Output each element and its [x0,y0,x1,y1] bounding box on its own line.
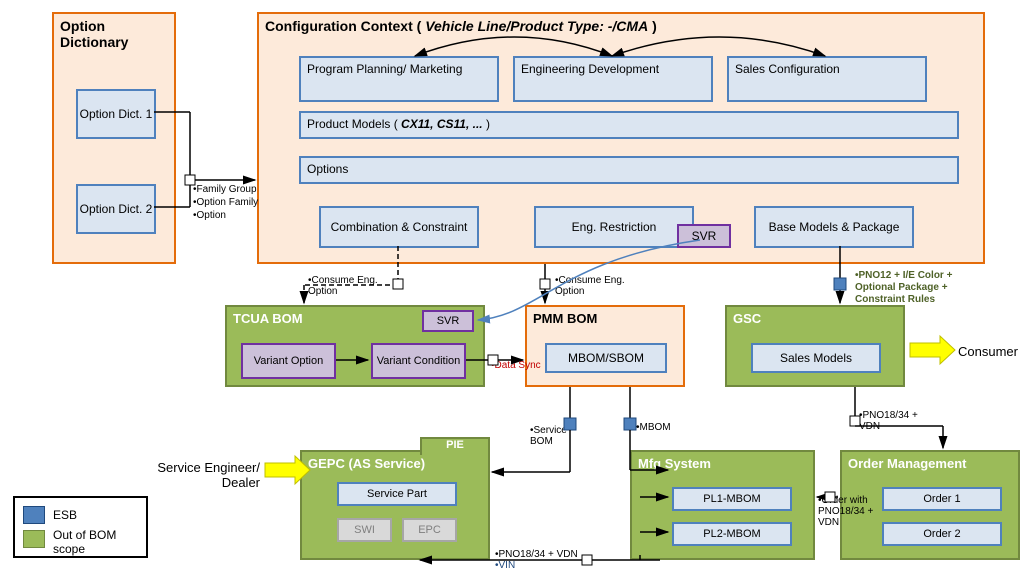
service-part: Service Part [337,482,457,506]
variant-condition-label: Variant Condition [377,355,461,367]
legend-oob-label: Out of BOM scope [53,528,143,556]
base-models-package: Base Models & Package [754,206,914,248]
edge-order-with: •Order with PNO18/34 + VDN [818,495,883,528]
order-2: Order 2 [882,522,1002,546]
cc-title-prefix: Configuration Context ( [265,18,421,34]
phase-sales: Sales Configuration [727,56,927,102]
swi-label: SWI [354,524,375,536]
option-dict-2-label: Option Dict. 2 [80,202,153,216]
gsc: GSC Sales Models [725,305,905,387]
gepc: PIE GEPC (AS Service) Service Part SWI E… [300,450,490,560]
phase-planning: Program Planning/ Marketing [299,56,499,102]
epc-label: EPC [418,524,441,536]
edge-data-sync: •Data Sync [491,360,541,371]
tcua-bom: TCUA BOM SVR Variant Option Variant Cond… [225,305,485,387]
legend-oob-swatch [23,530,45,548]
option-dict-2: Option Dict. 2 [76,184,156,234]
service-engineer-label: Service Engineer/ Dealer [150,460,260,490]
edge-pno18-vin: •PNO18/34 + VDN [495,549,578,560]
eng-restriction-label: Eng. Restriction [572,220,657,234]
phase-planning-label: Program Planning/ Marketing [307,62,462,76]
pl2-mbom: PL2-MBOM [672,522,792,546]
pmm-title: PMM BOM [527,307,683,330]
cc-title-suffix: ) [652,18,657,34]
edge-consume-eng-r: •Consume Eng. Option [555,275,635,297]
pl1-mbom-label: PL1-MBOM [703,493,760,505]
sales-models: Sales Models [751,343,881,373]
svr-box: SVR [677,224,731,248]
svr-label: SVR [692,229,717,243]
cc-title-italic: Vehicle Line/Product Type: -/CMA [425,18,648,34]
sales-models-label: Sales Models [780,351,852,365]
configuration-context: Configuration Context ( Vehicle Line/Pro… [257,12,985,264]
edge-pno18-vdn: •PNO18/34 + VDN [859,410,929,432]
mfg-system: Mfg System PL1-MBOM PL2-MBOM [630,450,815,560]
option-dictionary-title: Option Dictionary [54,14,174,54]
legend-esb-swatch [23,506,45,524]
mbom-sbom: MBOM/SBOM [545,343,667,373]
variant-option-label: Variant Option [254,355,324,367]
product-models-suffix: ) [486,117,490,131]
product-models-italic: CX11, CS11, ... [401,117,483,131]
variant-option: Variant Option [241,343,336,379]
edge-consume-eng-l: •Consume Eng. Option [308,275,388,297]
pie-label: PIE [422,439,488,451]
product-models-prefix: Product Models ( [307,117,398,131]
od-out-1: •Option Family [193,197,258,208]
options-bar-label: Options [307,162,348,176]
swi: SWI [337,518,392,542]
gepc-title: GEPC (AS Service) [302,452,488,475]
option-dictionary: Option Dictionary Option Dict. 1 Option … [52,12,176,264]
option-dict-1-label: Option Dict. 1 [80,107,153,121]
od-out-0: •Family Group [193,184,257,195]
pie-tab: PIE [420,437,490,455]
edge-service-bom: •Service BOM [530,425,580,447]
variant-condition: Variant Condition [371,343,466,379]
pl1-mbom: PL1-MBOM [672,487,792,511]
gsc-title: GSC [727,307,903,330]
base-models-label: Base Models & Package [769,220,900,234]
order-1-label: Order 1 [923,493,960,505]
consumer-label: Consumer [958,344,1018,359]
pmm-bom: PMM BOM MBOM/SBOM [525,305,685,387]
combo-constraint-label: Combination & Constraint [331,220,468,234]
tcua-svr: SVR [422,310,474,332]
option-dict-1: Option Dict. 1 [76,89,156,139]
epc: EPC [402,518,457,542]
od-out-2: •Option [193,210,226,221]
options-bar: Options [299,156,959,184]
edge-mbom: •MBOM [636,422,671,433]
phase-eng-label: Engineering Development [521,62,659,76]
phase-eng: Engineering Development [513,56,713,102]
legend: ESB Out of BOM scope [13,496,148,558]
order-1: Order 1 [882,487,1002,511]
legend-esb-label: ESB [53,508,77,522]
order-mgmt-title: Order Management [842,452,1018,475]
order-2-label: Order 2 [923,528,960,540]
product-models: Product Models ( CX11, CS11, ... ) [299,111,959,139]
mbom-sbom-label: MBOM/SBOM [568,351,644,365]
pl2-mbom-label: PL2-MBOM [703,528,760,540]
mfg-title: Mfg System [632,452,813,475]
combo-constraint: Combination & Constraint [319,206,479,248]
service-part-label: Service Part [367,488,427,500]
edge-pno12: •PNO12 + I/E Color + Optional Package + … [855,270,975,306]
edge-vin: •VIN [495,560,515,571]
tcua-svr-label: SVR [437,315,460,327]
eng-restriction: Eng. Restriction [534,206,694,248]
phase-sales-label: Sales Configuration [735,62,840,76]
